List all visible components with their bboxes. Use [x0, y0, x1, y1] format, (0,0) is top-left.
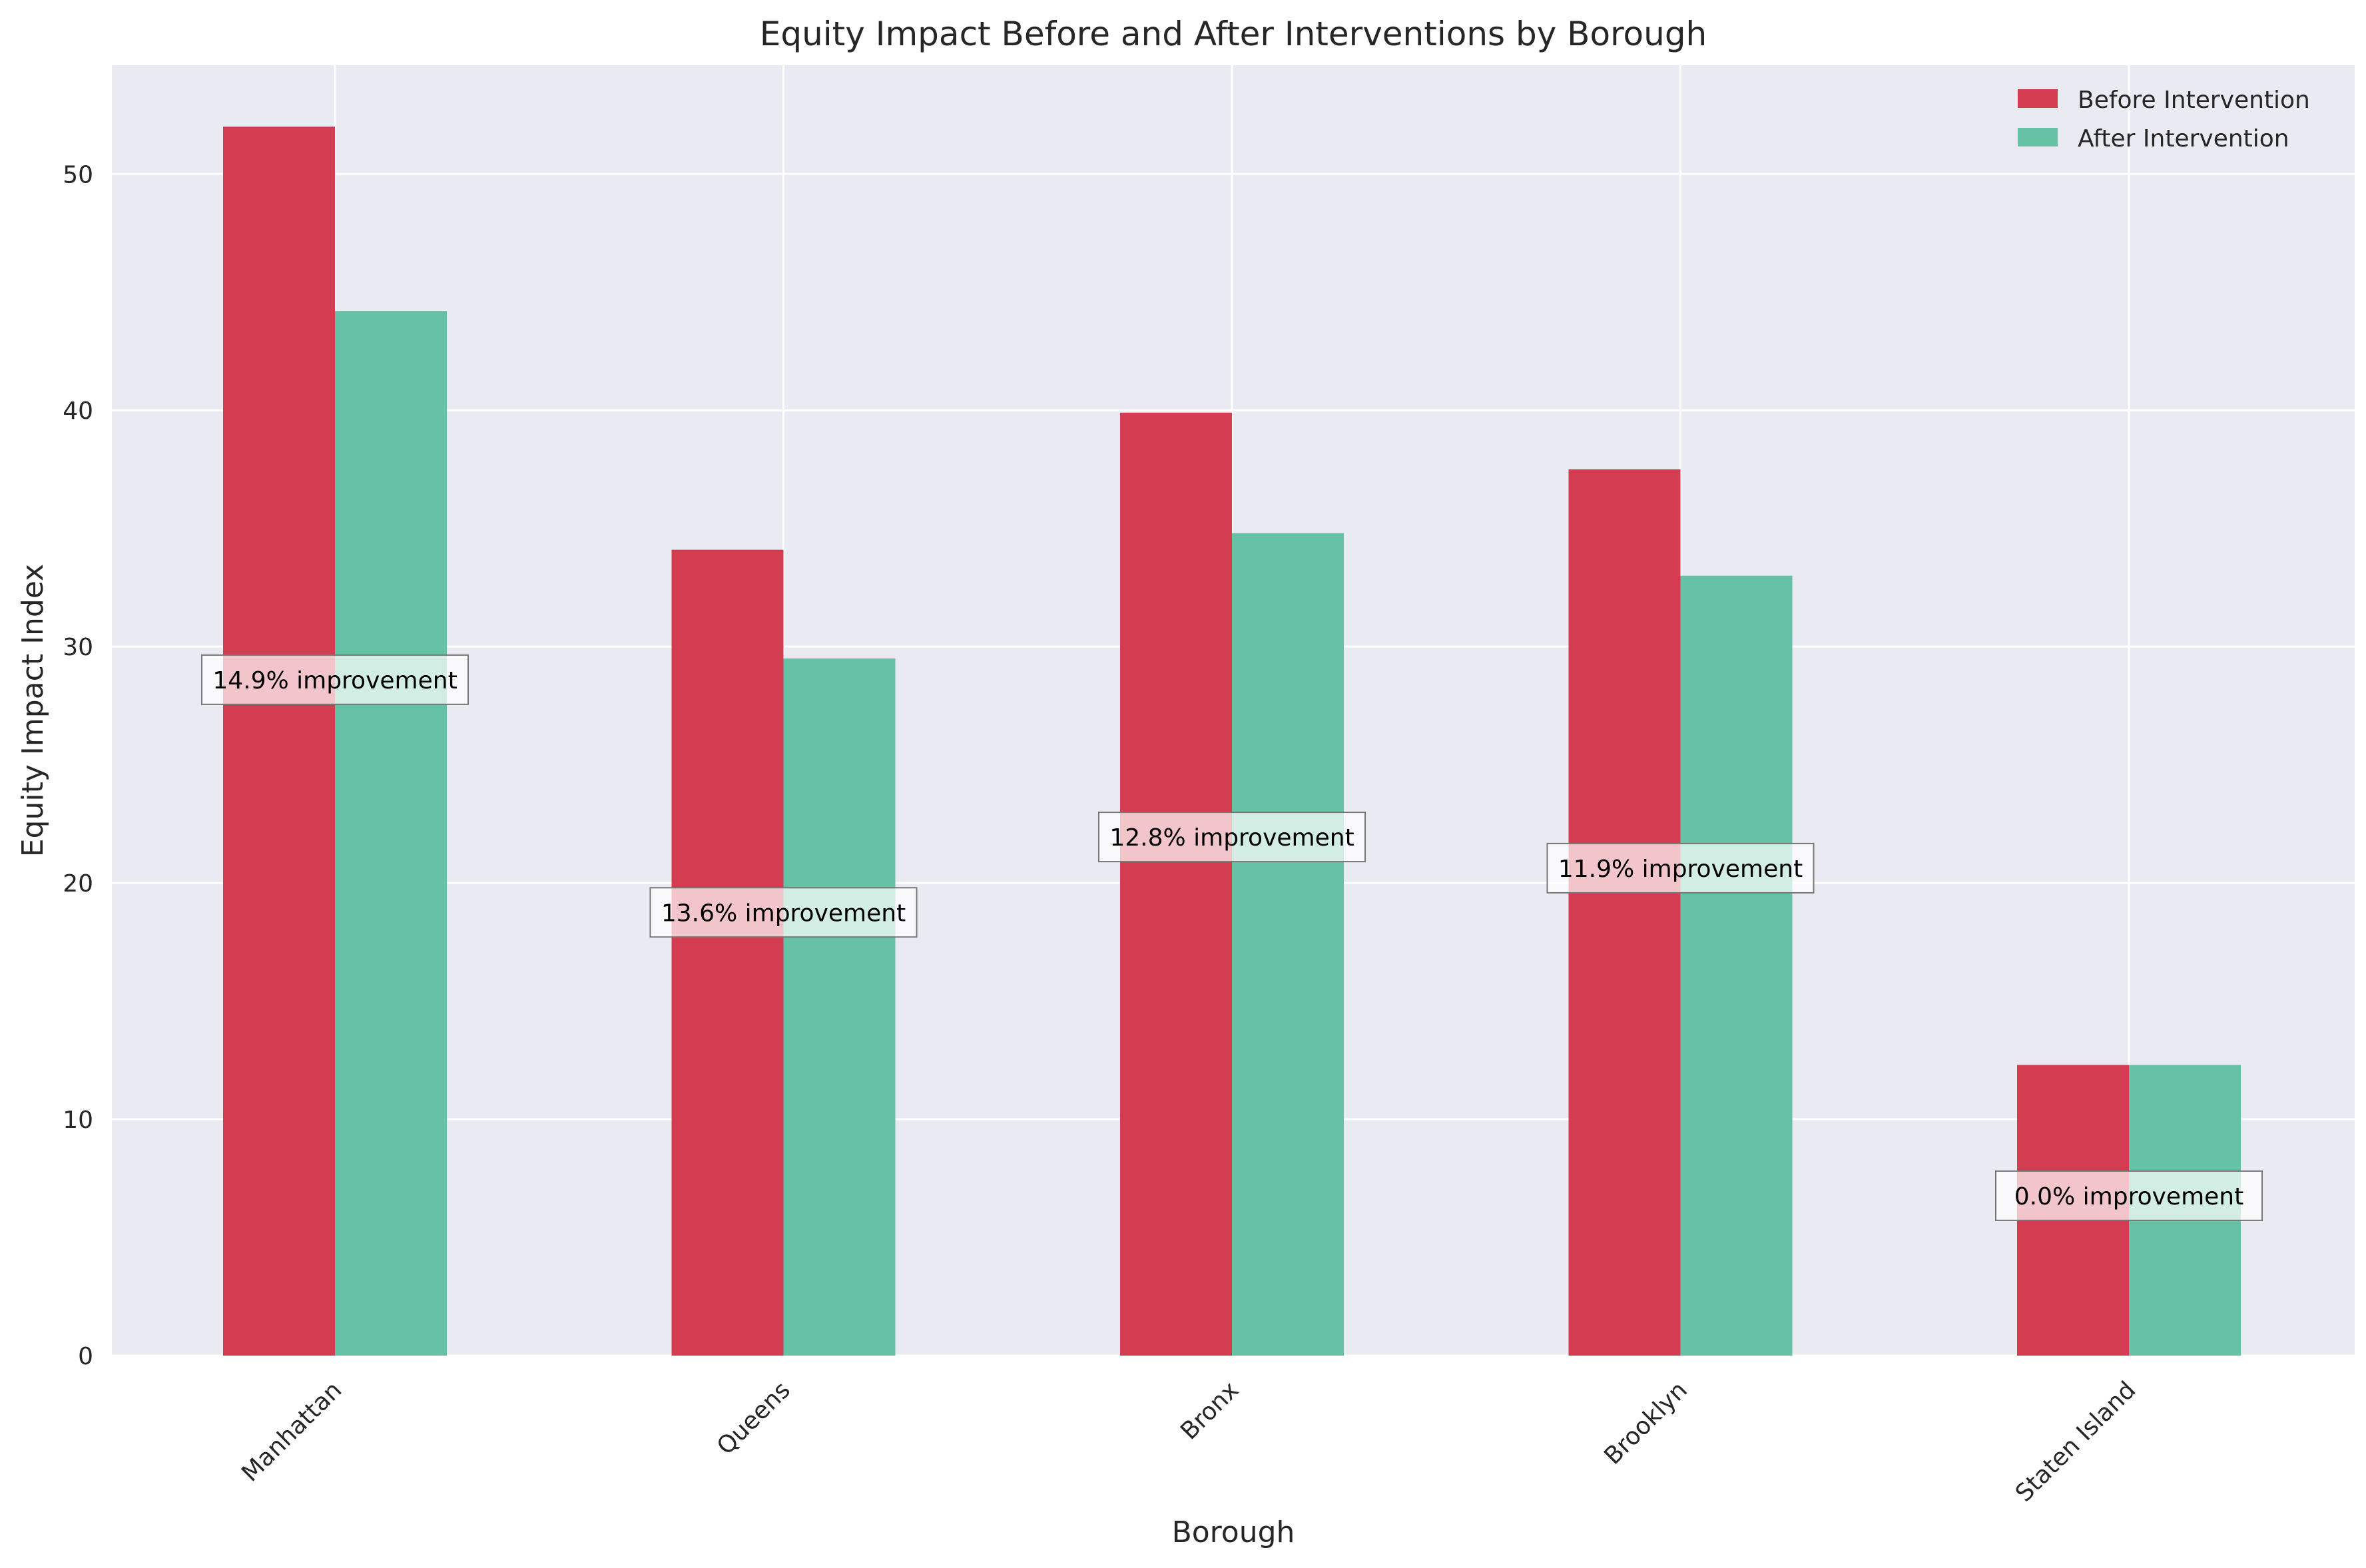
y-tick-label: 10 [63, 1107, 93, 1134]
bars [223, 127, 2241, 1356]
y-axis-label: Equity Impact Index [16, 564, 50, 857]
annotation-box [201, 654, 469, 705]
annotation-box [649, 887, 918, 938]
y-tick-label: 40 [63, 397, 93, 425]
bar-before-intervention [671, 549, 784, 1356]
legend-swatch-before [2018, 89, 2058, 108]
chart-title: Equity Impact Before and After Intervent… [760, 15, 1707, 53]
annotation-box [1546, 842, 1815, 894]
bar-after-intervention [1680, 575, 1793, 1356]
bar-after-intervention [783, 658, 896, 1356]
annotation-label: 13.6% improvement [661, 900, 906, 927]
improvement-annotation: 13.6% improvement [649, 887, 918, 938]
legend-label-after: After Intervention [2078, 125, 2289, 152]
y-tick-label: 0 [78, 1343, 93, 1370]
bar-before-intervention [223, 127, 335, 1356]
annotation-label: 0.0% improvement [2014, 1183, 2243, 1210]
y-tick-label: 30 [63, 634, 93, 661]
bar-before-intervention [1568, 469, 1681, 1356]
annotations: 14.9% improvement 13.6% improvement 12.8% … [201, 654, 2263, 1221]
legend-swatch-after [2018, 128, 2058, 146]
legend-label-before: Before Intervention [2078, 87, 2310, 114]
annotation-label: 14.9% improvement [212, 667, 457, 694]
bar-after-intervention [335, 311, 447, 1356]
bar-before-intervention [1120, 412, 1232, 1356]
annotation-label: 12.8% improvement [1109, 824, 1354, 852]
annotation-box [1098, 812, 1366, 863]
bar-after-intervention [1232, 533, 1344, 1356]
legend: Before Intervention After Intervention [2018, 87, 2310, 152]
annotation-label: 11.9% improvement [1558, 856, 1803, 883]
improvement-annotation: 14.9% improvement [201, 654, 469, 705]
improvement-annotation: 12.8% improvement [1098, 812, 1366, 863]
improvement-annotation: 0.0% improvement [1995, 1170, 2263, 1221]
y-tick-label: 50 [63, 161, 93, 188]
x-axis-label: Borough [1172, 1515, 1295, 1549]
y-tick-label: 20 [63, 870, 93, 898]
improvement-annotation: 11.9% improvement [1546, 842, 1815, 894]
annotation-box [1995, 1170, 2263, 1221]
